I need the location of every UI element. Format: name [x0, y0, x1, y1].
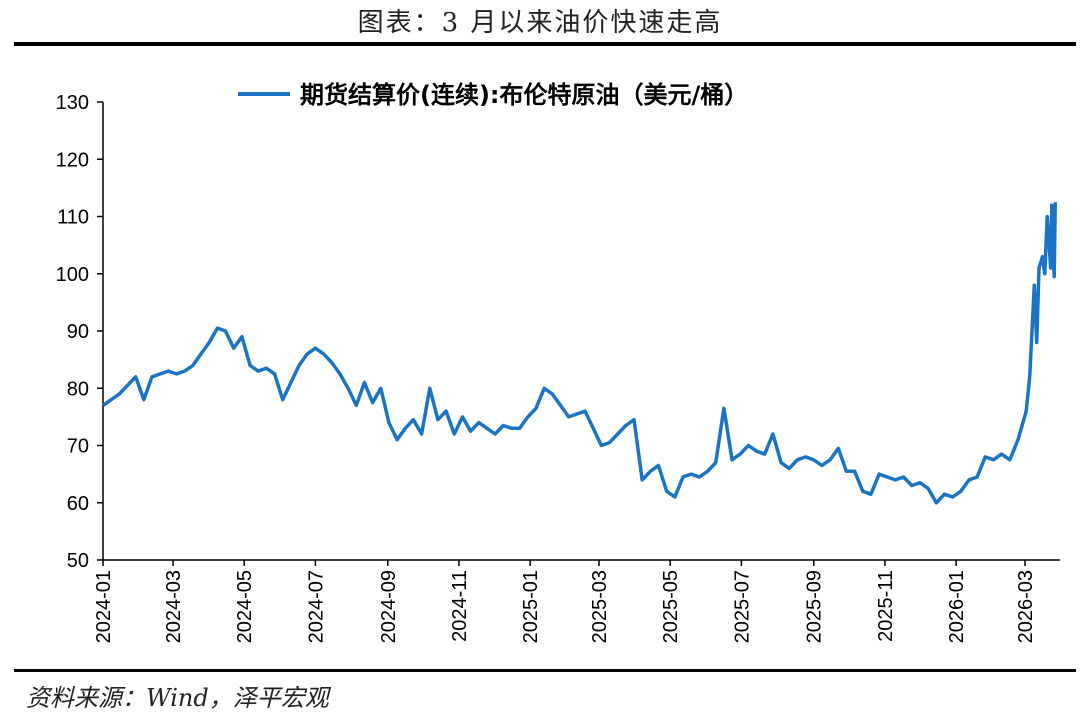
x-tick-label: 2025-09	[804, 570, 826, 643]
x-tick-label: 2025-07	[731, 570, 753, 643]
x-tick-label: 2025-05	[660, 570, 682, 643]
y-tick-label: 60	[67, 493, 89, 515]
bottom-rule	[14, 669, 1076, 672]
top-rule	[14, 42, 1076, 46]
x-tick-label: 2025-11	[875, 570, 897, 642]
x-tick-label: 2024-01	[93, 570, 115, 643]
series-line-brent	[102, 202, 1058, 505]
x-axis: 2024-01 2024-03 2024-05 2024-07 2024-09 2024-…	[93, 559, 1060, 643]
x-tick-label: 2024-05	[234, 570, 256, 643]
chart-legend: 期货结算价(连续):布伦特原油（美元/桶）	[238, 81, 748, 109]
x-tick-label: 2024-03	[163, 570, 185, 643]
brent-price-chart: 期货结算价(连续):布伦特原油（美元/桶） 50 60 70 80 90 100 110 12…	[56, 81, 1060, 643]
y-tick-label: 80	[67, 378, 89, 400]
y-tick-label: 50	[67, 550, 89, 572]
x-tick-label: 2026-01	[946, 570, 968, 643]
source-note: 资料来源：Wind，泽平宏观	[26, 684, 329, 712]
legend-label: 期货结算价(连续):布伦特原油（美元/桶）	[300, 81, 748, 109]
x-tick-label: 2025-03	[589, 570, 611, 643]
x-tick-label: 2024-07	[305, 570, 327, 643]
y-tick-label: 70	[67, 436, 89, 458]
y-tick-label: 90	[67, 321, 89, 343]
x-tick-label: 2026-03	[1015, 570, 1037, 643]
y-tick-label: 100	[56, 264, 89, 286]
page-title: 图表：3 月以来油价快速走高	[357, 8, 723, 38]
x-tick-label: 2024-09	[378, 570, 400, 643]
x-tick-label: 2024-11	[449, 570, 471, 642]
y-tick-label: 110	[57, 207, 89, 229]
y-tick-label: 130	[56, 92, 89, 114]
y-axis: 50 60 70 80 90 100 110 120 130	[56, 92, 104, 572]
x-tick-label: 2025-01	[520, 570, 542, 643]
y-tick-label: 120	[56, 149, 89, 171]
